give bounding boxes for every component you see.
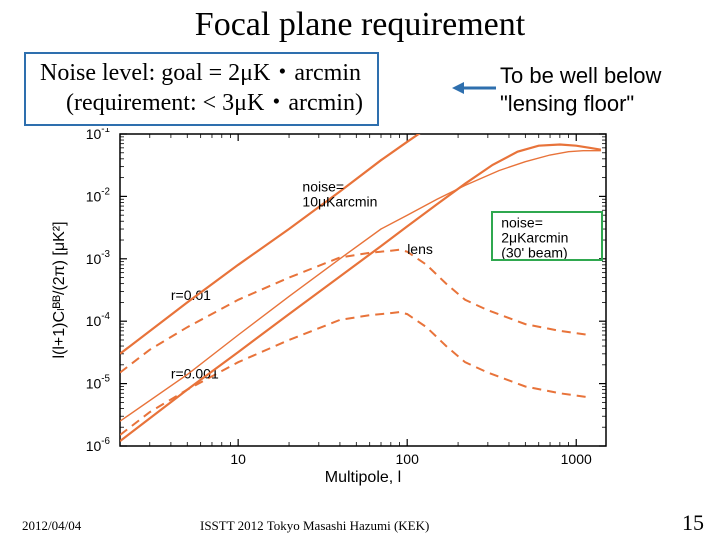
side-note-line-2: "lensing floor"	[500, 90, 661, 118]
svg-text:10-2: 10-2	[86, 186, 110, 204]
plot-area: 10-6 10-5 10-4 10-3 10-2 10-1 10 100 1000 Multipo…	[46, 128, 626, 502]
arrow-icon	[452, 80, 492, 82]
svg-text:l(l+1)Cₗᴮᴮ/(2π) [μK²]: l(l+1)Cₗᴮᴮ/(2π) [μK²]	[51, 221, 68, 358]
page-title: Focal plane requirement	[0, 0, 720, 44]
noise-spec-box: Noise level: goal = 2μK・arcmin (requirem…	[24, 52, 379, 126]
svg-text:10: 10	[230, 451, 246, 467]
svg-text:100: 100	[396, 451, 420, 467]
noise-line-2: (requirement: < 3μK・arcmin)	[40, 88, 363, 118]
noise-line-1: Noise level: goal = 2μK・arcmin	[40, 58, 363, 88]
highlight-box-icon	[491, 211, 603, 261]
side-note: To be well below "lensing floor"	[500, 62, 661, 117]
footer-page: 15	[682, 510, 704, 536]
svg-text:Multipole, l: Multipole, l	[325, 469, 401, 486]
footer-mid: ISSTT 2012 Tokyo Masashi Hazumi (KEK)	[200, 518, 520, 534]
svg-text:10-6: 10-6	[86, 436, 111, 454]
svg-text:10-5: 10-5	[86, 374, 111, 392]
svg-text:noise=: noise=	[302, 178, 344, 194]
svg-text:1000: 1000	[561, 451, 592, 467]
svg-text:10-4: 10-4	[86, 311, 111, 329]
svg-text:lens: lens	[407, 241, 433, 257]
svg-text:10-3: 10-3	[86, 249, 111, 267]
footer-date: 2012/04/04	[22, 518, 81, 534]
svg-text:10μKarcmin: 10μKarcmin	[302, 193, 377, 209]
svg-text:10-1: 10-1	[86, 128, 110, 142]
side-note-line-1: To be well below	[500, 62, 661, 90]
